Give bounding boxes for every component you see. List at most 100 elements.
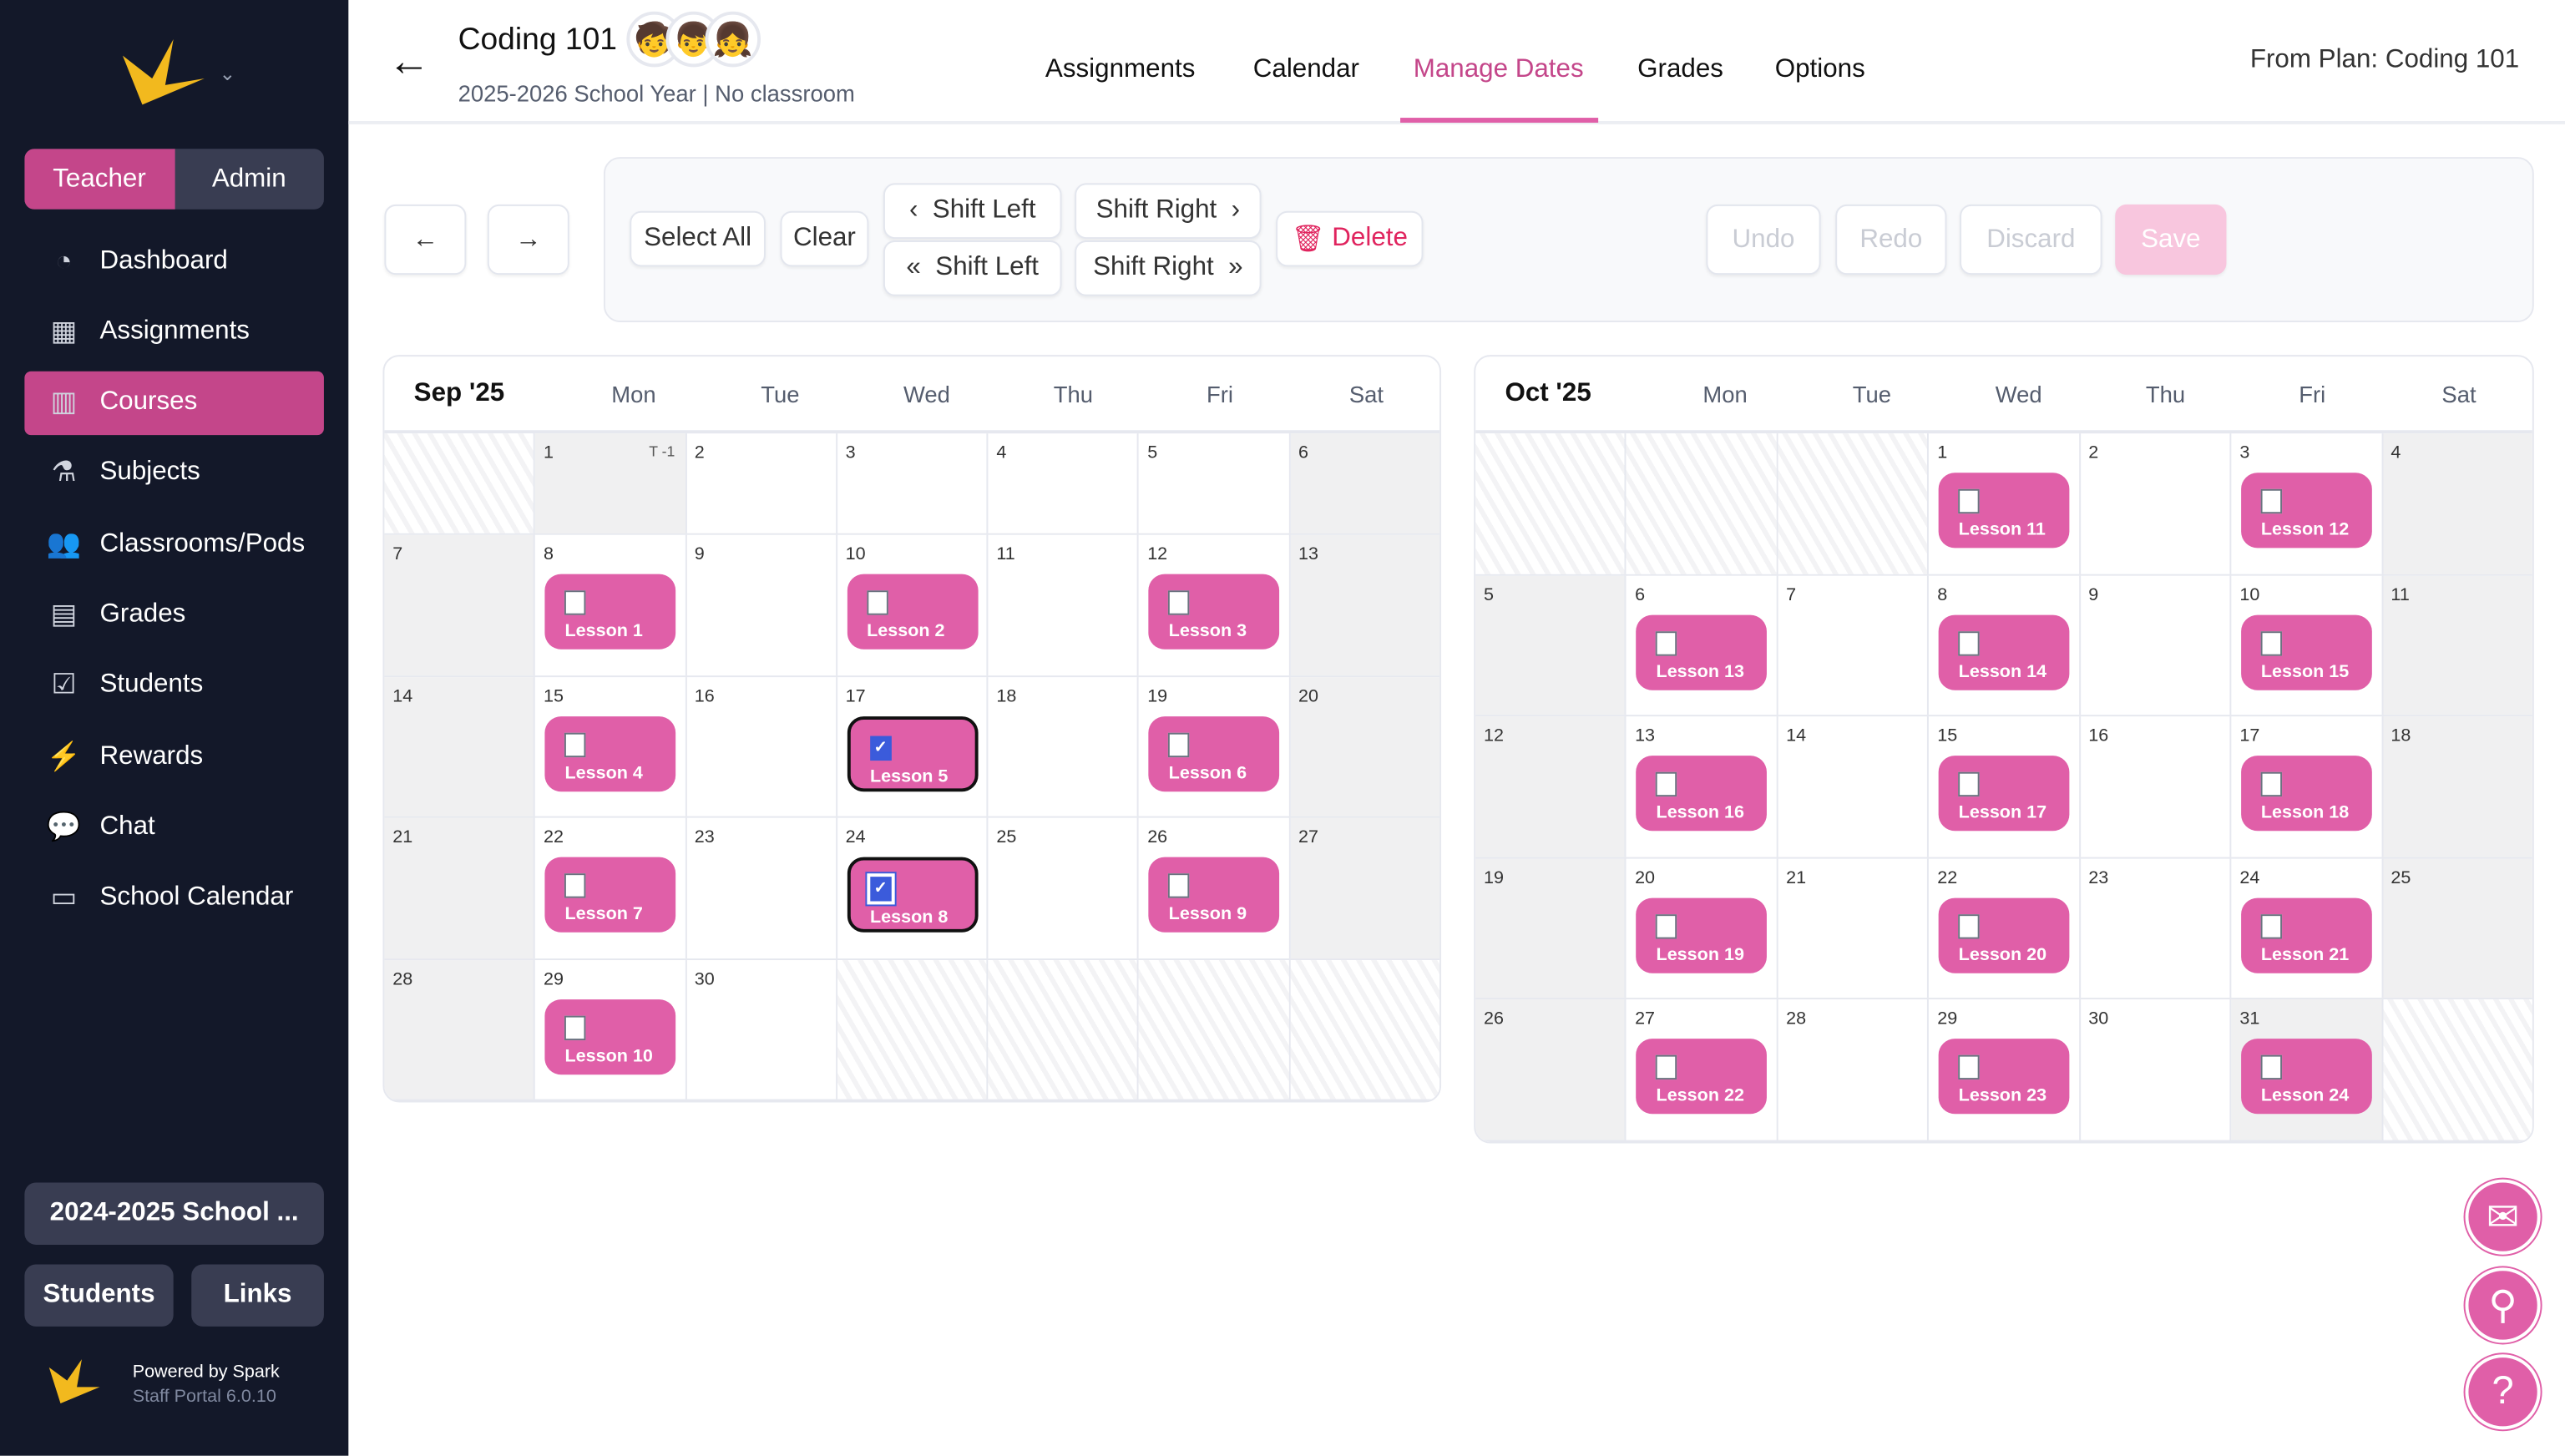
calendar-day[interactable]: 31 Lesson 24 (2231, 999, 2383, 1140)
calendar-day[interactable]: 10 Lesson 2 (837, 534, 989, 675)
lesson-card[interactable]: Lesson 18 (2241, 756, 2373, 832)
lesson-card[interactable]: Lesson 16 (1637, 756, 1768, 832)
sidebar-item-courses[interactable]: ▥ Courses (24, 370, 324, 435)
calendar-day[interactable]: 20 Lesson 19 (1627, 857, 1778, 998)
calendar-day[interactable]: 12 (1475, 716, 1627, 857)
lesson-checkbox[interactable] (2260, 771, 2283, 797)
lesson-card[interactable]: Lesson 11 (1939, 473, 2070, 549)
save-button[interactable]: Save (2115, 204, 2227, 276)
calendar-day[interactable]: 15 Lesson 17 (1929, 716, 2081, 857)
lesson-card[interactable]: Lesson 19 (1637, 897, 1768, 973)
lesson-checkbox[interactable] (564, 1014, 586, 1040)
calendar-day[interactable]: 27 (1290, 817, 1440, 958)
next-month-button[interactable]: → (487, 204, 569, 276)
tab-calendar[interactable]: Calendar (1252, 55, 1359, 83)
role-teacher[interactable]: Teacher (24, 149, 175, 210)
calendar-day[interactable]: 2 (2080, 433, 2232, 574)
calendar-day[interactable]: 12 Lesson 3 (1139, 534, 1291, 675)
calendar-day[interactable]: 25 (989, 817, 1140, 958)
calendar-day[interactable]: 22 Lesson 7 (535, 817, 687, 958)
calendar-day[interactable]: 18 (989, 676, 1140, 816)
sidebar-item-students[interactable]: ☑ Students (24, 654, 324, 717)
lesson-checkbox[interactable] (2260, 488, 2283, 514)
shift-left-button[interactable]: ‹ Shift Left (883, 183, 1062, 240)
calendar-day[interactable]: 19 Lesson 6 (1139, 676, 1291, 816)
calendar-day[interactable]: 13 (1290, 534, 1440, 675)
links-button[interactable]: Links (191, 1264, 324, 1327)
lesson-card[interactable]: Lesson 15 (2241, 614, 2373, 690)
calendar-day[interactable]: 26 (1475, 999, 1627, 1140)
calendar-day[interactable]: 24 ✓ Lesson 8 (837, 817, 989, 958)
lesson-checkbox[interactable] (1168, 731, 1191, 757)
calendar-day[interactable]: 4 (989, 433, 1140, 533)
tab-manage-dates[interactable]: Manage Dates (1413, 55, 1584, 83)
calendar-day[interactable]: 21 (1778, 857, 1930, 998)
calendar-day[interactable]: 14 (384, 676, 536, 816)
lesson-checkbox[interactable] (1656, 771, 1678, 797)
search-button[interactable]: ⚲ (2465, 1267, 2541, 1343)
lesson-card[interactable]: Lesson 23 (1939, 1039, 2070, 1115)
students-button[interactable]: Students (24, 1264, 174, 1327)
calendar-day[interactable]: 6 (1290, 433, 1440, 533)
redo-button[interactable]: Redo (1835, 204, 1947, 276)
calendar-day[interactable]: 17 Lesson 18 (2232, 716, 2383, 857)
prev-month-button[interactable]: ← (384, 204, 467, 276)
lesson-card[interactable]: Lesson 2 (847, 574, 979, 650)
shift-left-all-button[interactable]: « Shift Left (883, 240, 1062, 296)
lesson-card[interactable]: Lesson 17 (1939, 756, 2070, 832)
lesson-card[interactable]: Lesson 9 (1149, 857, 1280, 933)
lesson-checkbox[interactable] (1168, 590, 1191, 615)
select-all-button[interactable]: Select All (630, 210, 766, 267)
role-admin[interactable]: Admin (211, 164, 286, 193)
lesson-checkbox[interactable] (1958, 913, 1981, 938)
calendar-day[interactable]: 16 (2080, 716, 2232, 857)
calendar-day[interactable]: 1 T -1 (535, 433, 687, 533)
calendar-day[interactable]: 2 (686, 433, 837, 533)
calendar-day[interactable]: 8 Lesson 1 (535, 534, 687, 675)
discard-button[interactable]: Discard (1960, 204, 2102, 276)
lesson-checkbox[interactable] (564, 590, 586, 615)
sidebar-item-classrooms-pods[interactable]: 👥 Classrooms/Pods (24, 513, 324, 576)
calendar-day[interactable]: 22 Lesson 20 (1929, 857, 2081, 998)
calendar-day[interactable]: 16 (686, 676, 837, 816)
calendar-day[interactable]: 4 (2382, 433, 2532, 574)
back-arrow-icon[interactable]: ← (387, 36, 431, 85)
lesson-checkbox[interactable] (1958, 630, 1981, 655)
calendar-day[interactable]: 15 Lesson 4 (535, 676, 687, 816)
calendar-day[interactable]: 28 (1778, 999, 1930, 1140)
lesson-checkbox[interactable] (564, 731, 586, 757)
calendar-day[interactable]: 11 (989, 534, 1140, 675)
calendar-day[interactable]: 30 (686, 959, 837, 1100)
lesson-checkbox[interactable] (1958, 1054, 1981, 1080)
lesson-card[interactable]: Lesson 21 (2241, 897, 2373, 973)
calendar-day[interactable]: 27 Lesson 22 (1627, 999, 1778, 1140)
calendar-day[interactable]: 10 Lesson 15 (2232, 574, 2383, 715)
tab-grades[interactable]: Grades (1637, 55, 1723, 83)
lesson-card[interactable]: Lesson 24 (2241, 1039, 2373, 1115)
calendar-day[interactable]: 23 (686, 817, 837, 958)
tab-assignments[interactable]: Assignments (1045, 55, 1196, 83)
mail-button[interactable]: ✉ (2465, 1179, 2541, 1255)
calendar-day[interactable]: 3 (837, 433, 989, 533)
sidebar-item-chat[interactable]: 💬 Chat (24, 796, 324, 859)
lesson-checkbox[interactable] (1656, 1054, 1678, 1080)
lesson-card[interactable]: ✓ Lesson 8 (847, 857, 979, 933)
calendar-day[interactable]: 8 Lesson 14 (1929, 574, 2081, 715)
lesson-card[interactable]: Lesson 1 (544, 574, 676, 650)
calendar-day[interactable]: 6 Lesson 13 (1627, 574, 1778, 715)
calendar-day[interactable]: 29 Lesson 23 (1929, 999, 2081, 1140)
chevron-down-icon[interactable]: ⌄ (219, 62, 236, 85)
lesson-checkbox[interactable]: ✓ (867, 873, 895, 905)
sidebar-item-dashboard[interactable]: ◔ Dashboard (24, 229, 324, 292)
undo-button[interactable]: Undo (1706, 204, 1821, 276)
calendar-day[interactable]: 30 (2080, 999, 2232, 1140)
lesson-checkbox[interactable]: ✓ (869, 735, 892, 761)
sidebar-item-subjects[interactable]: ⚗ Subjects (24, 442, 324, 505)
lesson-card[interactable]: Lesson 14 (1939, 614, 2070, 690)
sidebar-item-assignments[interactable]: ▦ Assignments (24, 300, 324, 363)
calendar-day[interactable]: 9 (686, 534, 837, 675)
calendar-day[interactable]: 7 (384, 534, 536, 675)
calendar-day[interactable]: 18 (2382, 716, 2532, 857)
lesson-card[interactable]: ✓ Lesson 5 (847, 715, 979, 791)
calendar-day[interactable]: 28 (384, 959, 536, 1100)
